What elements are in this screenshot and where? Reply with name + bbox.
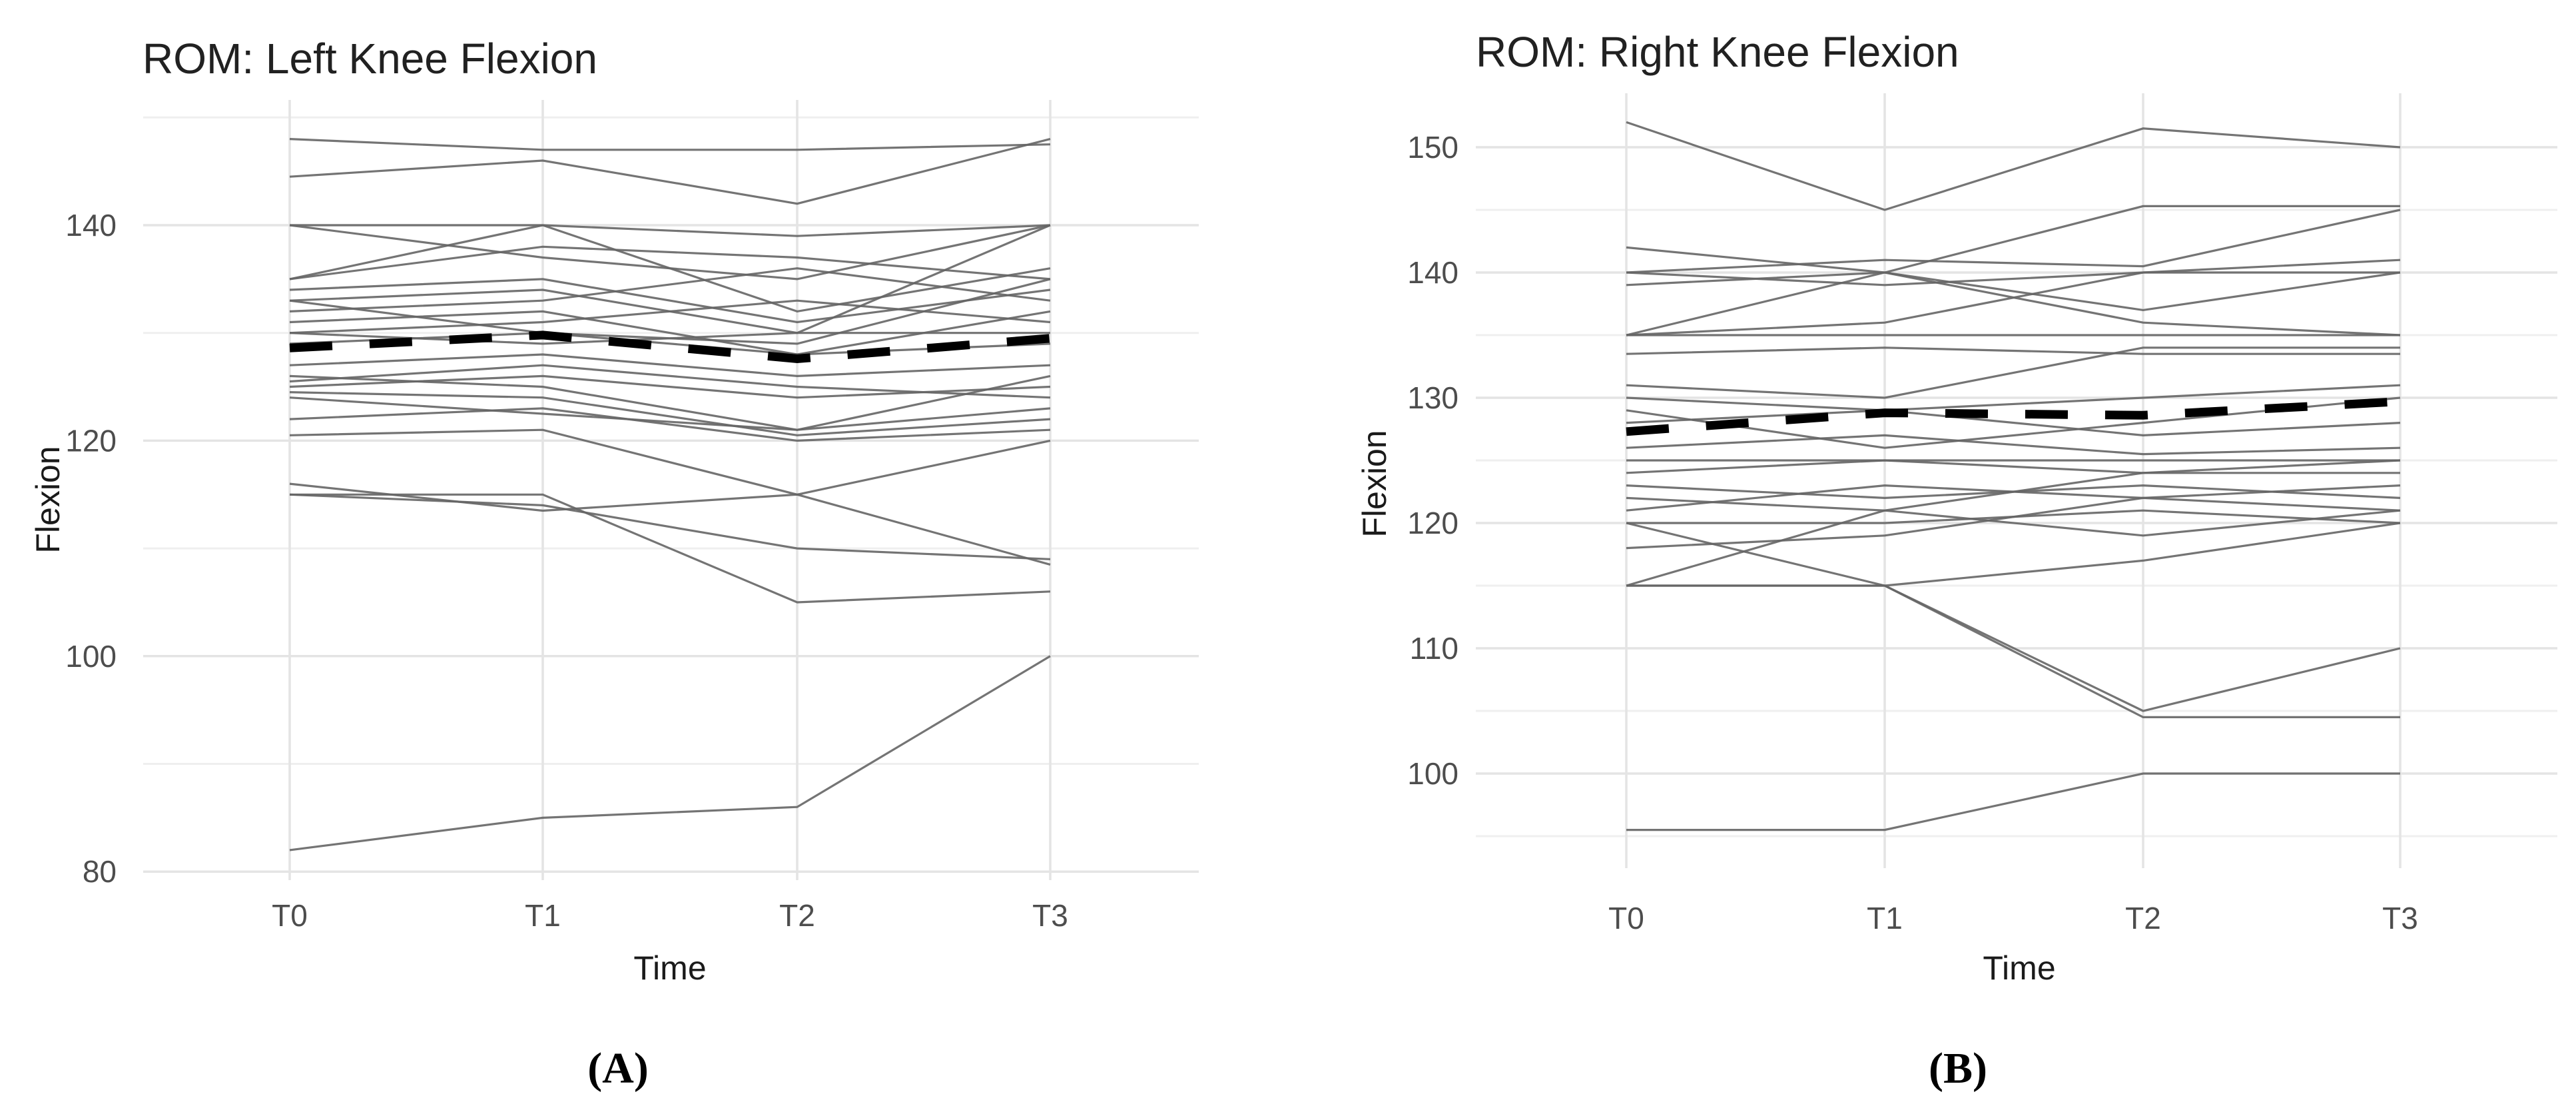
x-tick-label: T2 bbox=[2125, 901, 2161, 935]
subject-line bbox=[1626, 259, 2401, 336]
subject-line bbox=[289, 138, 1051, 151]
x-axis-title-right: Time bbox=[1983, 949, 2056, 987]
caption-panel-b: (B) bbox=[1929, 1044, 1987, 1093]
subject-line bbox=[289, 267, 1051, 312]
x-tick-label: T1 bbox=[1867, 901, 1903, 935]
x-tick-label: T1 bbox=[525, 898, 561, 933]
subject-line bbox=[289, 278, 1051, 324]
subject-line bbox=[289, 407, 1051, 442]
subject-line bbox=[290, 224, 1051, 237]
subject-line bbox=[1626, 409, 2401, 437]
x-tick-label: T0 bbox=[272, 898, 308, 933]
x-tick-label: T2 bbox=[779, 898, 815, 933]
subject-line bbox=[1626, 484, 2401, 512]
subject-line bbox=[1626, 434, 2401, 456]
y-axis-title-left: Flexion bbox=[29, 446, 67, 554]
subject-line bbox=[289, 374, 1051, 399]
y-tick-label: 100 bbox=[65, 639, 117, 674]
subject-line bbox=[1626, 271, 2401, 336]
subject-line bbox=[290, 493, 1051, 604]
x-tick-label: T0 bbox=[1608, 901, 1644, 935]
x-tick-label: T3 bbox=[1032, 898, 1068, 933]
subject-line bbox=[1626, 484, 2401, 550]
subject-line bbox=[1626, 496, 2401, 537]
subject-line bbox=[289, 332, 1051, 356]
x-axis-title-left: Time bbox=[633, 949, 707, 987]
y-tick-label: 110 bbox=[1410, 631, 1458, 666]
y-tick-label: 140 bbox=[1407, 255, 1458, 290]
subject-line bbox=[289, 482, 1051, 566]
subject-line bbox=[289, 493, 1051, 560]
subject-line bbox=[1626, 209, 2401, 274]
subject-line bbox=[289, 396, 1051, 431]
plot-title-right-knee: ROM: Right Knee Flexion bbox=[1476, 28, 1959, 76]
subject-line bbox=[289, 655, 1051, 851]
y-tick-label: 150 bbox=[1407, 130, 1458, 165]
mean-line bbox=[1626, 397, 2401, 436]
subject-line bbox=[1626, 772, 2400, 832]
subject-line bbox=[1626, 346, 2400, 399]
subject-line bbox=[289, 299, 1051, 334]
caption-panel-a: (A) bbox=[587, 1044, 649, 1093]
y-tick-label: 120 bbox=[65, 423, 117, 458]
subject-line bbox=[289, 428, 1051, 496]
y-tick-label: 80 bbox=[83, 854, 117, 889]
subject-line bbox=[1626, 246, 2401, 312]
subject-line bbox=[1626, 584, 2400, 719]
subject-line bbox=[289, 224, 1051, 313]
y-tick-label: 100 bbox=[1407, 756, 1458, 791]
plot-title-left-knee: ROM: Left Knee Flexion bbox=[143, 35, 597, 83]
subject-line bbox=[1626, 459, 2400, 474]
subject-line bbox=[1626, 459, 2401, 587]
subject-line bbox=[1626, 346, 2400, 355]
y-tick-label: 120 bbox=[1407, 506, 1458, 540]
subject-line bbox=[289, 353, 1051, 378]
subject-line bbox=[289, 391, 1051, 436]
x-tick-label: T3 bbox=[2382, 901, 2418, 935]
y-tick-label: 130 bbox=[1407, 380, 1458, 415]
subject-line bbox=[289, 138, 1051, 205]
y-tick-label: 140 bbox=[65, 208, 117, 243]
y-axis-title-right: Flexion bbox=[1356, 430, 1393, 538]
subject-line bbox=[289, 245, 1051, 280]
subject-line bbox=[1626, 121, 2401, 211]
subject-line bbox=[1626, 205, 2400, 286]
subject-line bbox=[1626, 522, 2401, 587]
subject-line bbox=[1626, 384, 2401, 412]
